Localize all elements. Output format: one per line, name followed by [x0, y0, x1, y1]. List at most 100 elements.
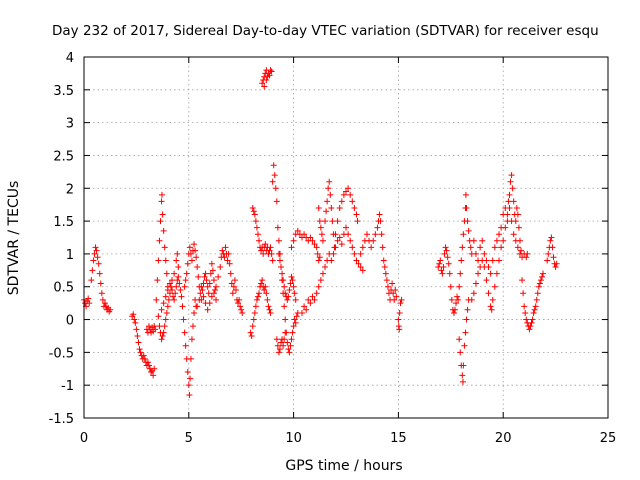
- data-point: [162, 257, 169, 264]
- data-point: [315, 283, 322, 290]
- data-point: [155, 313, 162, 320]
- data-point: [506, 204, 513, 211]
- data-point: [447, 283, 454, 290]
- data-point: [522, 309, 529, 316]
- data-point: [345, 231, 352, 238]
- data-point: [317, 224, 324, 231]
- data-point: [536, 280, 543, 287]
- data-point: [151, 365, 158, 372]
- data-point: [151, 323, 158, 330]
- data-point: [286, 349, 293, 356]
- data-point: [200, 280, 207, 287]
- data-point: [383, 277, 390, 284]
- data-point: [184, 369, 191, 376]
- data-point: [274, 224, 281, 231]
- data-point: [288, 244, 295, 251]
- data-point: [459, 372, 466, 379]
- data-point: [460, 231, 467, 238]
- data-point: [340, 191, 347, 198]
- data-point: [210, 277, 217, 284]
- data-point: [93, 247, 100, 254]
- data-point: [470, 237, 477, 244]
- data-point: [271, 172, 278, 179]
- data-point: [328, 204, 335, 211]
- data-point: [535, 283, 542, 290]
- data-point: [327, 191, 334, 198]
- data-point: [201, 273, 208, 280]
- data-point: [489, 257, 496, 264]
- data-point: [529, 316, 536, 323]
- data-point: [329, 218, 336, 225]
- data-point: [309, 293, 316, 300]
- data-point: [454, 293, 461, 300]
- data-point: [307, 234, 314, 241]
- axis-ticks: [83, 56, 609, 419]
- grid-lines: [84, 57, 608, 418]
- data-point: [510, 231, 517, 238]
- data-point: [137, 349, 144, 356]
- data-point: [533, 296, 540, 303]
- data-point: [355, 260, 362, 267]
- data-point: [450, 309, 457, 316]
- data-point: [171, 296, 178, 303]
- data-point: [252, 218, 259, 225]
- data-point: [171, 270, 178, 277]
- data-point: [266, 72, 273, 79]
- data-point: [392, 287, 399, 294]
- data-point: [305, 296, 312, 303]
- data-point: [316, 218, 323, 225]
- data-point: [193, 254, 200, 261]
- data-point: [275, 237, 282, 244]
- x-tick-label: 0: [80, 431, 88, 446]
- data-point: [313, 244, 320, 251]
- data-point: [303, 306, 310, 313]
- data-point: [301, 303, 308, 310]
- data-point: [489, 296, 496, 303]
- data-point: [316, 254, 323, 261]
- data-point: [520, 290, 527, 297]
- data-point: [185, 382, 192, 389]
- data-point: [487, 303, 494, 310]
- data-point: [135, 339, 142, 346]
- data-point: [370, 237, 377, 244]
- data-point: [545, 250, 552, 257]
- x-tick-label: 15: [390, 431, 407, 446]
- data-point: [515, 224, 522, 231]
- data-point: [462, 191, 469, 198]
- data-point: [229, 290, 236, 297]
- data-point: [205, 290, 212, 297]
- data-point: [462, 329, 469, 336]
- y-tick-label: 1.5: [53, 215, 74, 230]
- data-point: [164, 287, 171, 294]
- data-point: [549, 244, 556, 251]
- data-point: [130, 311, 137, 318]
- data-point: [336, 204, 343, 211]
- data-point: [262, 241, 269, 248]
- data-point: [191, 309, 198, 316]
- data-point: [290, 283, 297, 290]
- data-point: [269, 178, 276, 185]
- data-point: [441, 250, 448, 257]
- data-point: [221, 254, 228, 261]
- data-point: [397, 300, 404, 307]
- data-point: [284, 296, 291, 303]
- y-tick-label: 3: [66, 117, 74, 132]
- data-point: [537, 277, 544, 284]
- data-point: [197, 290, 204, 297]
- data-point: [203, 277, 210, 284]
- data-point: [276, 346, 283, 353]
- data-point: [313, 290, 320, 297]
- data-point: [483, 277, 490, 284]
- data-point: [280, 342, 287, 349]
- data-point: [178, 293, 185, 300]
- data-point: [475, 257, 482, 264]
- data-point: [318, 231, 325, 238]
- data-point: [552, 264, 559, 271]
- data-point: [487, 270, 494, 277]
- data-point: [519, 277, 526, 284]
- data-point: [378, 231, 385, 238]
- data-point: [376, 211, 383, 218]
- data-point: [249, 204, 256, 211]
- data-point: [261, 287, 268, 294]
- data-point: [224, 257, 231, 264]
